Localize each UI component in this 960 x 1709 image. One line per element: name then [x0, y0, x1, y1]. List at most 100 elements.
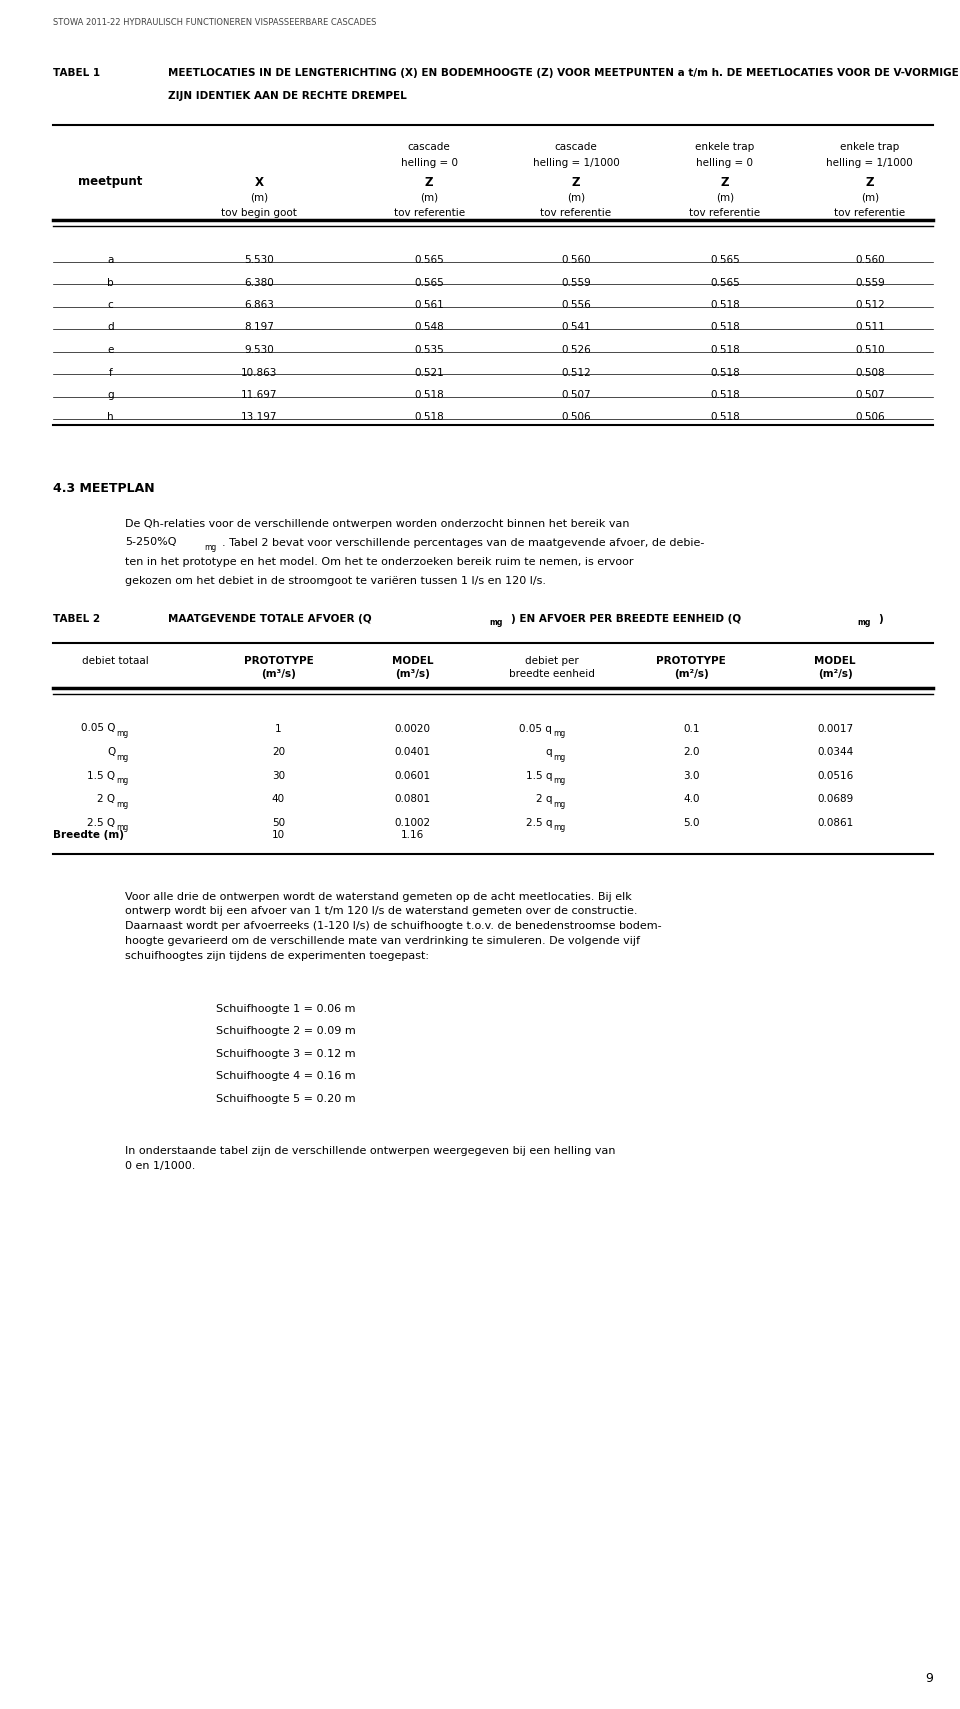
Text: ZIJN IDENTIEK AAN DE RECHTE DREMPEL: ZIJN IDENTIEK AAN DE RECHTE DREMPEL: [168, 91, 407, 101]
Text: 9.530: 9.530: [245, 345, 274, 355]
Text: 2.0: 2.0: [683, 747, 700, 757]
Text: 0.565: 0.565: [415, 277, 444, 287]
Text: meetpunt: meetpunt: [78, 176, 143, 188]
Text: MODEL
(m²/s): MODEL (m²/s): [814, 656, 856, 678]
Text: In onderstaande tabel zijn de verschillende ontwerpen weergegeven bij een hellin: In onderstaande tabel zijn de verschille…: [125, 1147, 615, 1171]
Text: 0.518: 0.518: [710, 367, 739, 378]
Text: 0.506: 0.506: [562, 412, 590, 422]
Text: 0.512: 0.512: [562, 367, 590, 378]
Text: MAATGEVENDE TOTALE AFVOER (Q: MAATGEVENDE TOTALE AFVOER (Q: [168, 614, 372, 624]
Text: 30: 30: [272, 771, 285, 781]
Text: 0.559: 0.559: [855, 277, 884, 287]
Text: helling = 0: helling = 0: [696, 157, 754, 167]
Text: mg: mg: [204, 543, 217, 552]
Text: mg: mg: [553, 824, 565, 832]
Text: 0.556: 0.556: [562, 301, 590, 309]
Text: 0.521: 0.521: [415, 367, 444, 378]
Text: 2.5 q: 2.5 q: [525, 817, 552, 827]
Text: 0.561: 0.561: [415, 301, 444, 309]
Text: (m): (m): [420, 191, 438, 202]
Text: 2 Q: 2 Q: [97, 795, 115, 803]
Text: 0.565: 0.565: [710, 255, 739, 265]
Text: 20: 20: [272, 747, 285, 757]
Text: tov referentie: tov referentie: [394, 208, 465, 219]
Text: 40: 40: [272, 795, 285, 803]
Text: 4.0: 4.0: [683, 795, 700, 803]
Text: 0.518: 0.518: [710, 345, 739, 355]
Text: 1.5 q: 1.5 q: [525, 771, 552, 781]
Text: Schuifhoogte 5 = 0.20 m: Schuifhoogte 5 = 0.20 m: [216, 1094, 355, 1104]
Text: f: f: [108, 367, 112, 378]
Text: mg: mg: [553, 730, 565, 738]
Text: Z: Z: [721, 176, 729, 188]
Text: 0.0017: 0.0017: [817, 723, 853, 733]
Text: 0.565: 0.565: [415, 255, 444, 265]
Text: 0.0861: 0.0861: [817, 817, 853, 827]
Text: 0.05 q: 0.05 q: [519, 723, 552, 733]
Text: 0.510: 0.510: [855, 345, 884, 355]
Text: 0.560: 0.560: [562, 255, 590, 265]
Text: 0.518: 0.518: [415, 390, 444, 400]
Text: 0.506: 0.506: [855, 412, 884, 422]
Text: mg: mg: [553, 776, 565, 784]
Text: TABEL 2: TABEL 2: [53, 614, 100, 624]
Text: a: a: [108, 255, 113, 265]
Text: 0.526: 0.526: [562, 345, 590, 355]
Text: 0.518: 0.518: [710, 390, 739, 400]
Text: mg: mg: [116, 776, 129, 784]
Text: tov referentie: tov referentie: [834, 208, 905, 219]
Text: ): ): [878, 614, 883, 624]
Text: ten in het prototype en het model. Om het te onderzoeken bereik ruim te nemen, i: ten in het prototype en het model. Om he…: [125, 557, 634, 566]
Text: PROTOTYPE
(m²/s): PROTOTYPE (m²/s): [657, 656, 726, 678]
Text: MODEL
(m³/s): MODEL (m³/s): [392, 656, 434, 678]
Text: 2 q: 2 q: [536, 795, 552, 803]
Text: Schuifhoogte 4 = 0.16 m: Schuifhoogte 4 = 0.16 m: [216, 1072, 355, 1082]
Text: 0.0689: 0.0689: [817, 795, 853, 803]
Text: mg: mg: [116, 824, 129, 832]
Text: 1: 1: [276, 723, 281, 733]
Text: 0.1002: 0.1002: [395, 817, 431, 827]
Text: 0.507: 0.507: [562, 390, 590, 400]
Text: Schuifhoogte 3 = 0.12 m: Schuifhoogte 3 = 0.12 m: [216, 1049, 355, 1058]
Text: 0.518: 0.518: [710, 323, 739, 333]
Text: 5.0: 5.0: [683, 817, 700, 827]
Text: 6.380: 6.380: [245, 277, 274, 287]
Text: 5.530: 5.530: [245, 255, 274, 265]
Text: (m): (m): [567, 191, 585, 202]
Text: 3.0: 3.0: [683, 771, 700, 781]
Text: debiet totaal: debiet totaal: [82, 656, 149, 667]
Text: 1.16: 1.16: [401, 829, 424, 839]
Text: 0.535: 0.535: [415, 345, 444, 355]
Text: helling = 0: helling = 0: [400, 157, 458, 167]
Text: mg: mg: [490, 619, 503, 627]
Text: cascade: cascade: [555, 142, 597, 152]
Text: 9: 9: [925, 1671, 933, 1685]
Text: De Qh-relaties voor de verschillende ontwerpen worden onderzocht binnen het bere: De Qh-relaties voor de verschillende ont…: [125, 518, 630, 528]
Text: 11.697: 11.697: [241, 390, 277, 400]
Text: helling = 1/1000: helling = 1/1000: [533, 157, 619, 167]
Text: tov referentie: tov referentie: [540, 208, 612, 219]
Text: PROTOTYPE
(m³/s): PROTOTYPE (m³/s): [244, 656, 313, 678]
Text: cascade: cascade: [408, 142, 450, 152]
Text: 0.511: 0.511: [855, 323, 884, 333]
Text: 0.518: 0.518: [710, 412, 739, 422]
Text: c: c: [108, 301, 113, 309]
Text: d: d: [108, 323, 113, 333]
Text: Voor alle drie de ontwerpen wordt de waterstand gemeten op de acht meetlocaties.: Voor alle drie de ontwerpen wordt de wat…: [125, 892, 661, 962]
Text: debiet per
breedte eenheid: debiet per breedte eenheid: [509, 656, 595, 678]
Text: 0.0801: 0.0801: [395, 795, 431, 803]
Text: 6.863: 6.863: [244, 301, 275, 309]
Text: e: e: [108, 345, 113, 355]
Text: helling = 1/1000: helling = 1/1000: [827, 157, 913, 167]
Text: Breedte (m): Breedte (m): [53, 829, 124, 839]
Text: 0.518: 0.518: [710, 301, 739, 309]
Text: 0.0516: 0.0516: [817, 771, 853, 781]
Text: STOWA 2011-22 HYDRAULISCH FUNCTIONEREN VISPASSEERBARE CASCADES: STOWA 2011-22 HYDRAULISCH FUNCTIONEREN V…: [53, 19, 376, 27]
Text: 0.507: 0.507: [855, 390, 884, 400]
Text: 0.518: 0.518: [415, 412, 444, 422]
Text: b: b: [108, 277, 113, 287]
Text: (m): (m): [716, 191, 733, 202]
Text: 0.0344: 0.0344: [817, 747, 853, 757]
Text: 2.5 Q: 2.5 Q: [87, 817, 115, 827]
Text: ) EN AFVOER PER BREEDTE EENHEID (Q: ) EN AFVOER PER BREEDTE EENHEID (Q: [511, 614, 741, 624]
